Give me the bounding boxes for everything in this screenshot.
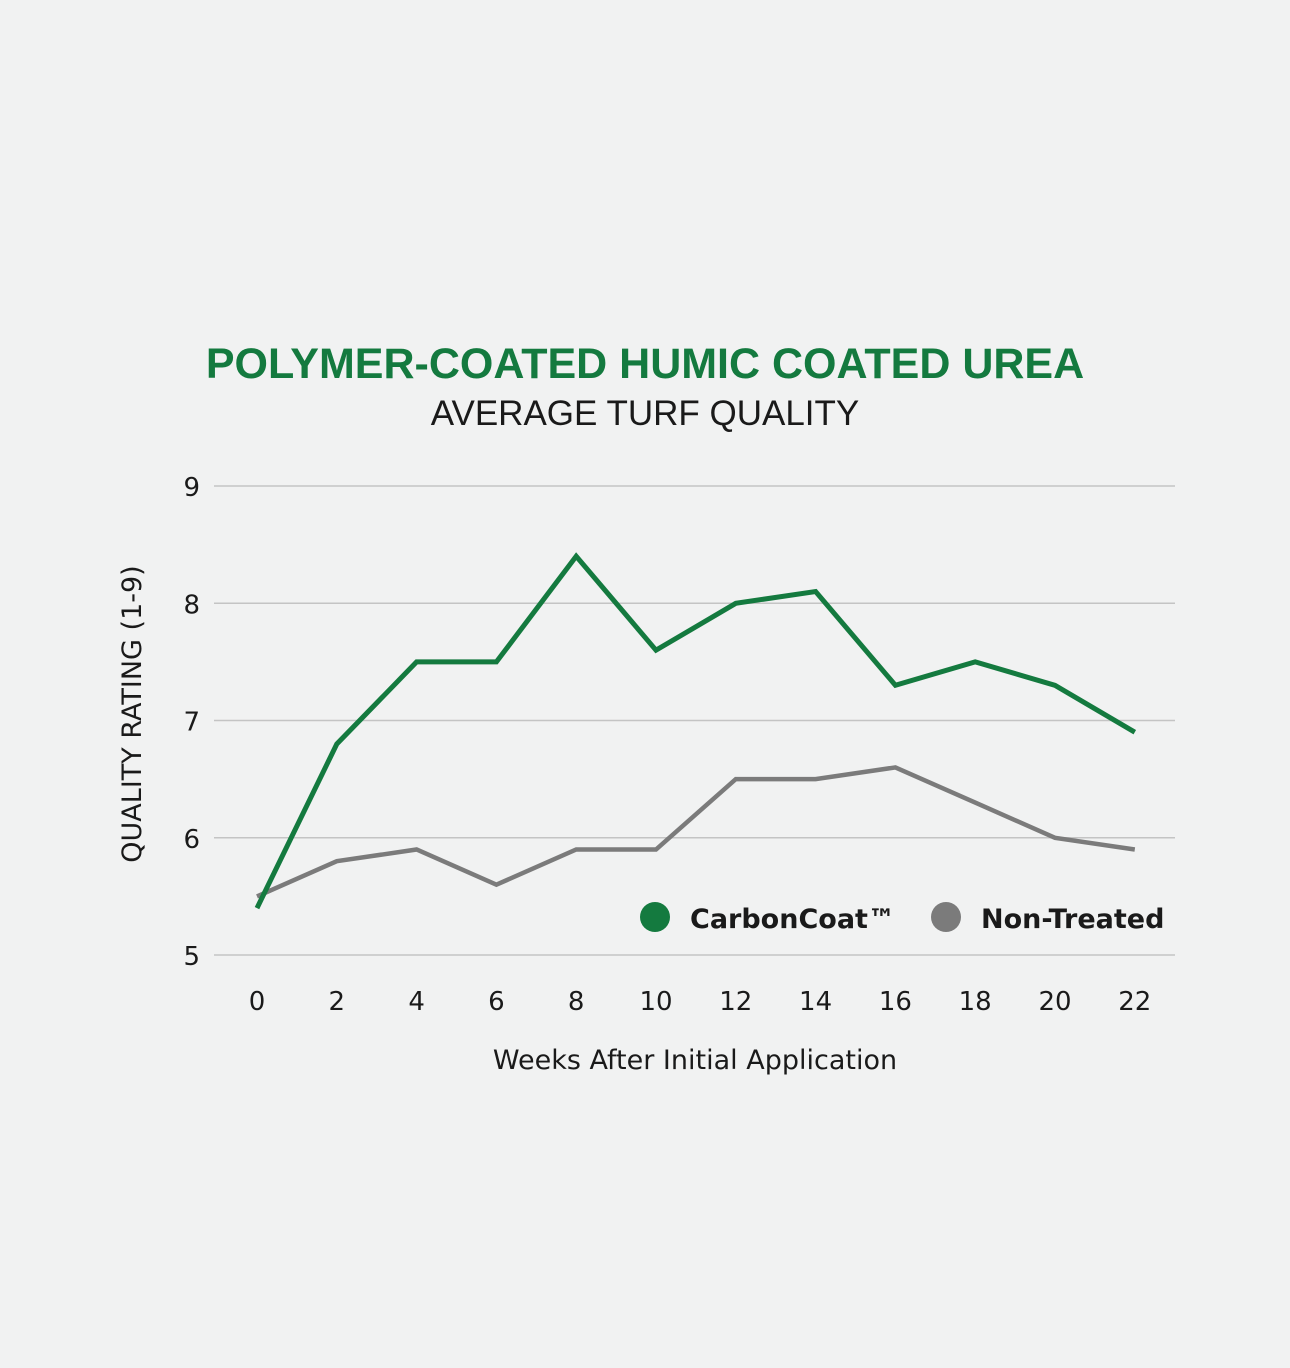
legend: CarbonCoat™ Non-Treated xyxy=(640,902,1164,935)
legend-label-non-treated: Non-Treated xyxy=(981,904,1164,935)
x-tick-label: 2 xyxy=(329,987,346,1017)
chart-subtitle: AVERAGE TURF QUALITY xyxy=(431,394,860,433)
legend-marker-non-treated xyxy=(931,902,961,932)
grid-lines xyxy=(214,485,1175,956)
x-tick-label: 22 xyxy=(1118,987,1151,1017)
x-tick-label: 0 xyxy=(249,987,266,1017)
y-axis-label: QUALITY RATING (1-9) xyxy=(117,565,148,862)
series-lines xyxy=(254,552,1137,910)
y-tick-label: 7 xyxy=(183,708,200,738)
y-tick-label: 6 xyxy=(183,825,200,855)
x-tick-label: 4 xyxy=(408,987,425,1017)
legend-marker-carboncoat xyxy=(640,902,670,932)
y-tick-label: 8 xyxy=(183,590,200,620)
x-tick-label: 14 xyxy=(799,987,832,1017)
x-tick-label: 18 xyxy=(959,987,992,1017)
x-tick-label: 20 xyxy=(1038,987,1071,1017)
series-line-carboncoat xyxy=(254,552,1137,910)
y-axis-tick-labels: 5 6 7 8 9 xyxy=(183,473,200,972)
x-axis-label: Weeks After Initial Application xyxy=(493,1045,897,1076)
x-tick-label: 16 xyxy=(879,987,912,1017)
x-tick-label: 8 xyxy=(568,987,585,1017)
y-tick-label: 5 xyxy=(183,942,200,972)
x-tick-label: 10 xyxy=(639,987,672,1017)
y-tick-label: 9 xyxy=(183,473,200,503)
x-axis-tick-labels: 0 2 4 6 8 10 12 14 16 18 20 22 xyxy=(249,987,1152,1017)
x-tick-label: 12 xyxy=(719,987,752,1017)
x-tick-label: 6 xyxy=(488,987,505,1017)
legend-label-carboncoat: CarbonCoat™ xyxy=(690,904,895,935)
chart-title: POLYMER-COATED HUMIC COATED UREA xyxy=(206,340,1084,388)
series-line-non-treated xyxy=(256,765,1136,899)
